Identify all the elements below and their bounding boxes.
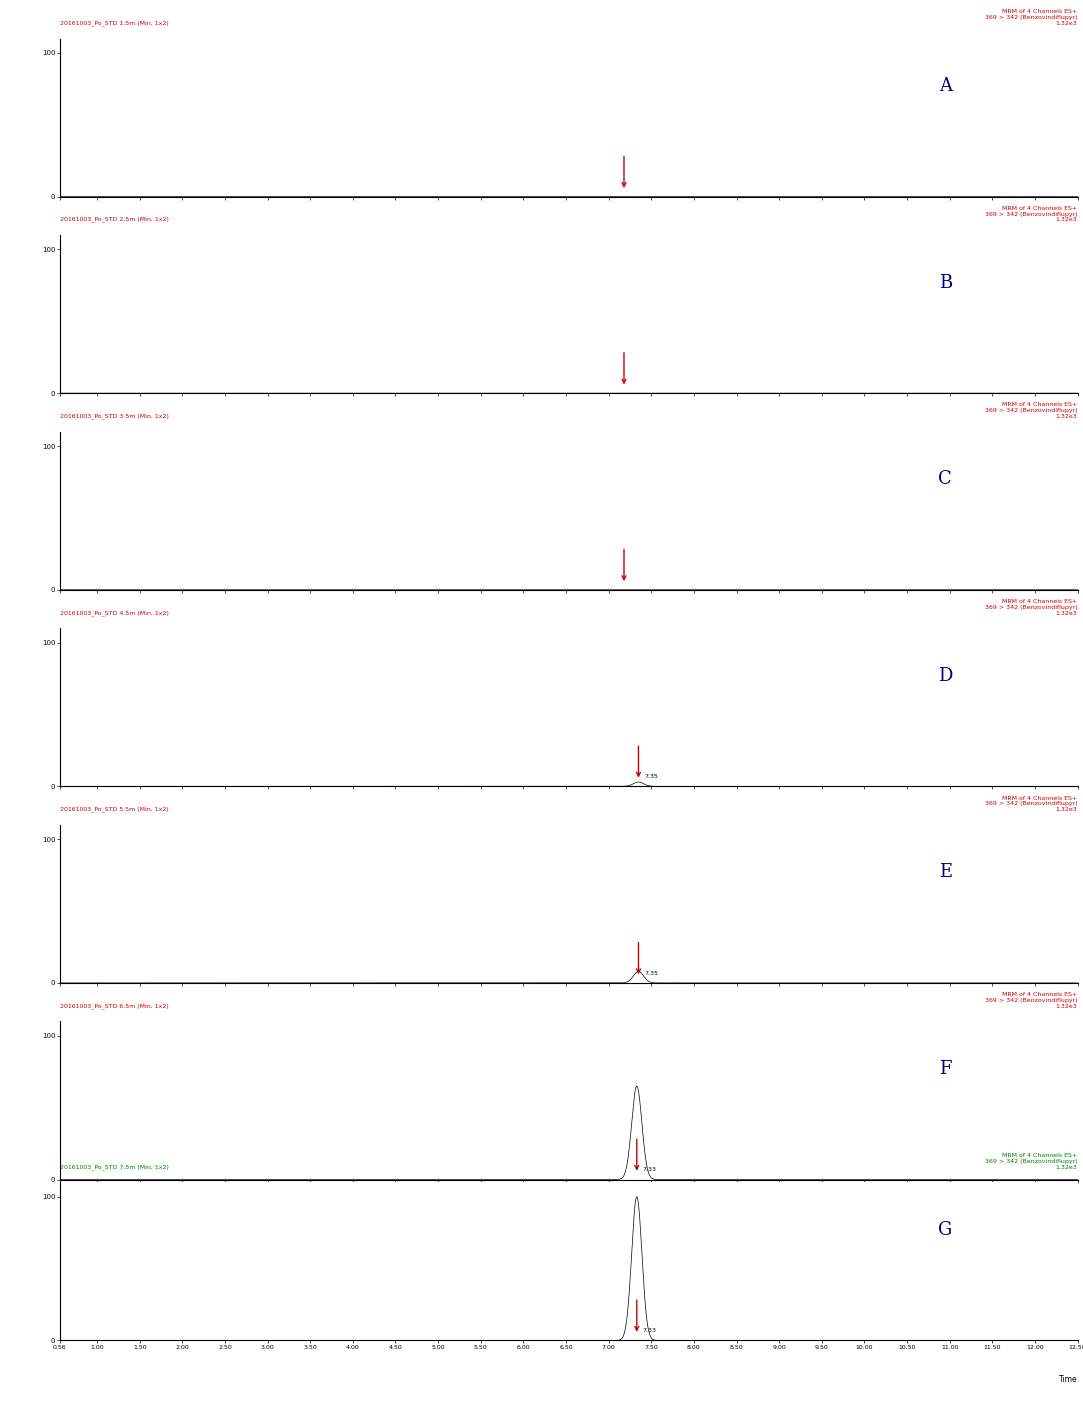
Text: 20161003_Po_STD 4.5m (Min, 1x2): 20161003_Po_STD 4.5m (Min, 1x2) — [60, 610, 169, 616]
Text: D: D — [938, 667, 952, 684]
Text: 7.33: 7.33 — [642, 1168, 656, 1172]
Text: 20161003_Po_STD 2.5m (Min, 1x2): 20161003_Po_STD 2.5m (Min, 1x2) — [60, 217, 169, 222]
Text: MRM of 4 Channels ES+
369 > 342 (Benzovindiflupyr)
1.32e3: MRM of 4 Channels ES+ 369 > 342 (Benzovi… — [984, 9, 1078, 26]
Text: A: A — [939, 77, 952, 96]
Text: MRM of 4 Channels ES+
369 > 342 (Benzovindiflupyr)
1.32e3: MRM of 4 Channels ES+ 369 > 342 (Benzovi… — [984, 599, 1078, 616]
Text: MRM of 4 Channels ES+
369 > 342 (Benzovindiflupyr)
1.32e3: MRM of 4 Channels ES+ 369 > 342 (Benzovi… — [984, 205, 1078, 222]
Text: E: E — [939, 863, 952, 881]
Text: 20161003_Po_STD 3.5m (Min, 1x2): 20161003_Po_STD 3.5m (Min, 1x2) — [60, 414, 169, 419]
Text: 7.35: 7.35 — [644, 971, 658, 975]
Text: 20161003_Po_STD 5.5m (Min, 1x2): 20161003_Po_STD 5.5m (Min, 1x2) — [60, 807, 168, 813]
Text: MRM of 4 Channels ES+
369 > 342 (Benzovindiflupyr)
1.32e3: MRM of 4 Channels ES+ 369 > 342 (Benzovi… — [984, 992, 1078, 1008]
Text: F: F — [939, 1060, 952, 1078]
Text: G: G — [938, 1221, 952, 1239]
Text: B: B — [939, 274, 952, 291]
Text: C: C — [938, 471, 952, 488]
Text: MRM of 4 Channels ES+
369 > 342 (Benzovindiflupyr)
1.32e3: MRM of 4 Channels ES+ 369 > 342 (Benzovi… — [984, 402, 1078, 419]
Text: Time: Time — [1059, 1375, 1078, 1385]
Text: 7.35: 7.35 — [644, 774, 658, 779]
Text: 20161003_Po_STD 6.5m (Min, 1x2): 20161003_Po_STD 6.5m (Min, 1x2) — [60, 1002, 168, 1008]
Text: MRM of 4 Channels ES+
369 > 342 (Benzovindiflupyr)
1.32e3: MRM of 4 Channels ES+ 369 > 342 (Benzovi… — [984, 796, 1078, 813]
Text: 7.33: 7.33 — [642, 1328, 656, 1333]
Text: MRM of 4 Channels ES+
369 > 342 (Benzovindiflupyr)
1.32e3: MRM of 4 Channels ES+ 369 > 342 (Benzovi… — [984, 1154, 1078, 1169]
Text: 20161003_Po_STD 7.5m (Min, 1x2): 20161003_Po_STD 7.5m (Min, 1x2) — [60, 1164, 169, 1169]
Text: 20161003_Po_STD 1.5m (Min, 1x2): 20161003_Po_STD 1.5m (Min, 1x2) — [60, 20, 168, 26]
